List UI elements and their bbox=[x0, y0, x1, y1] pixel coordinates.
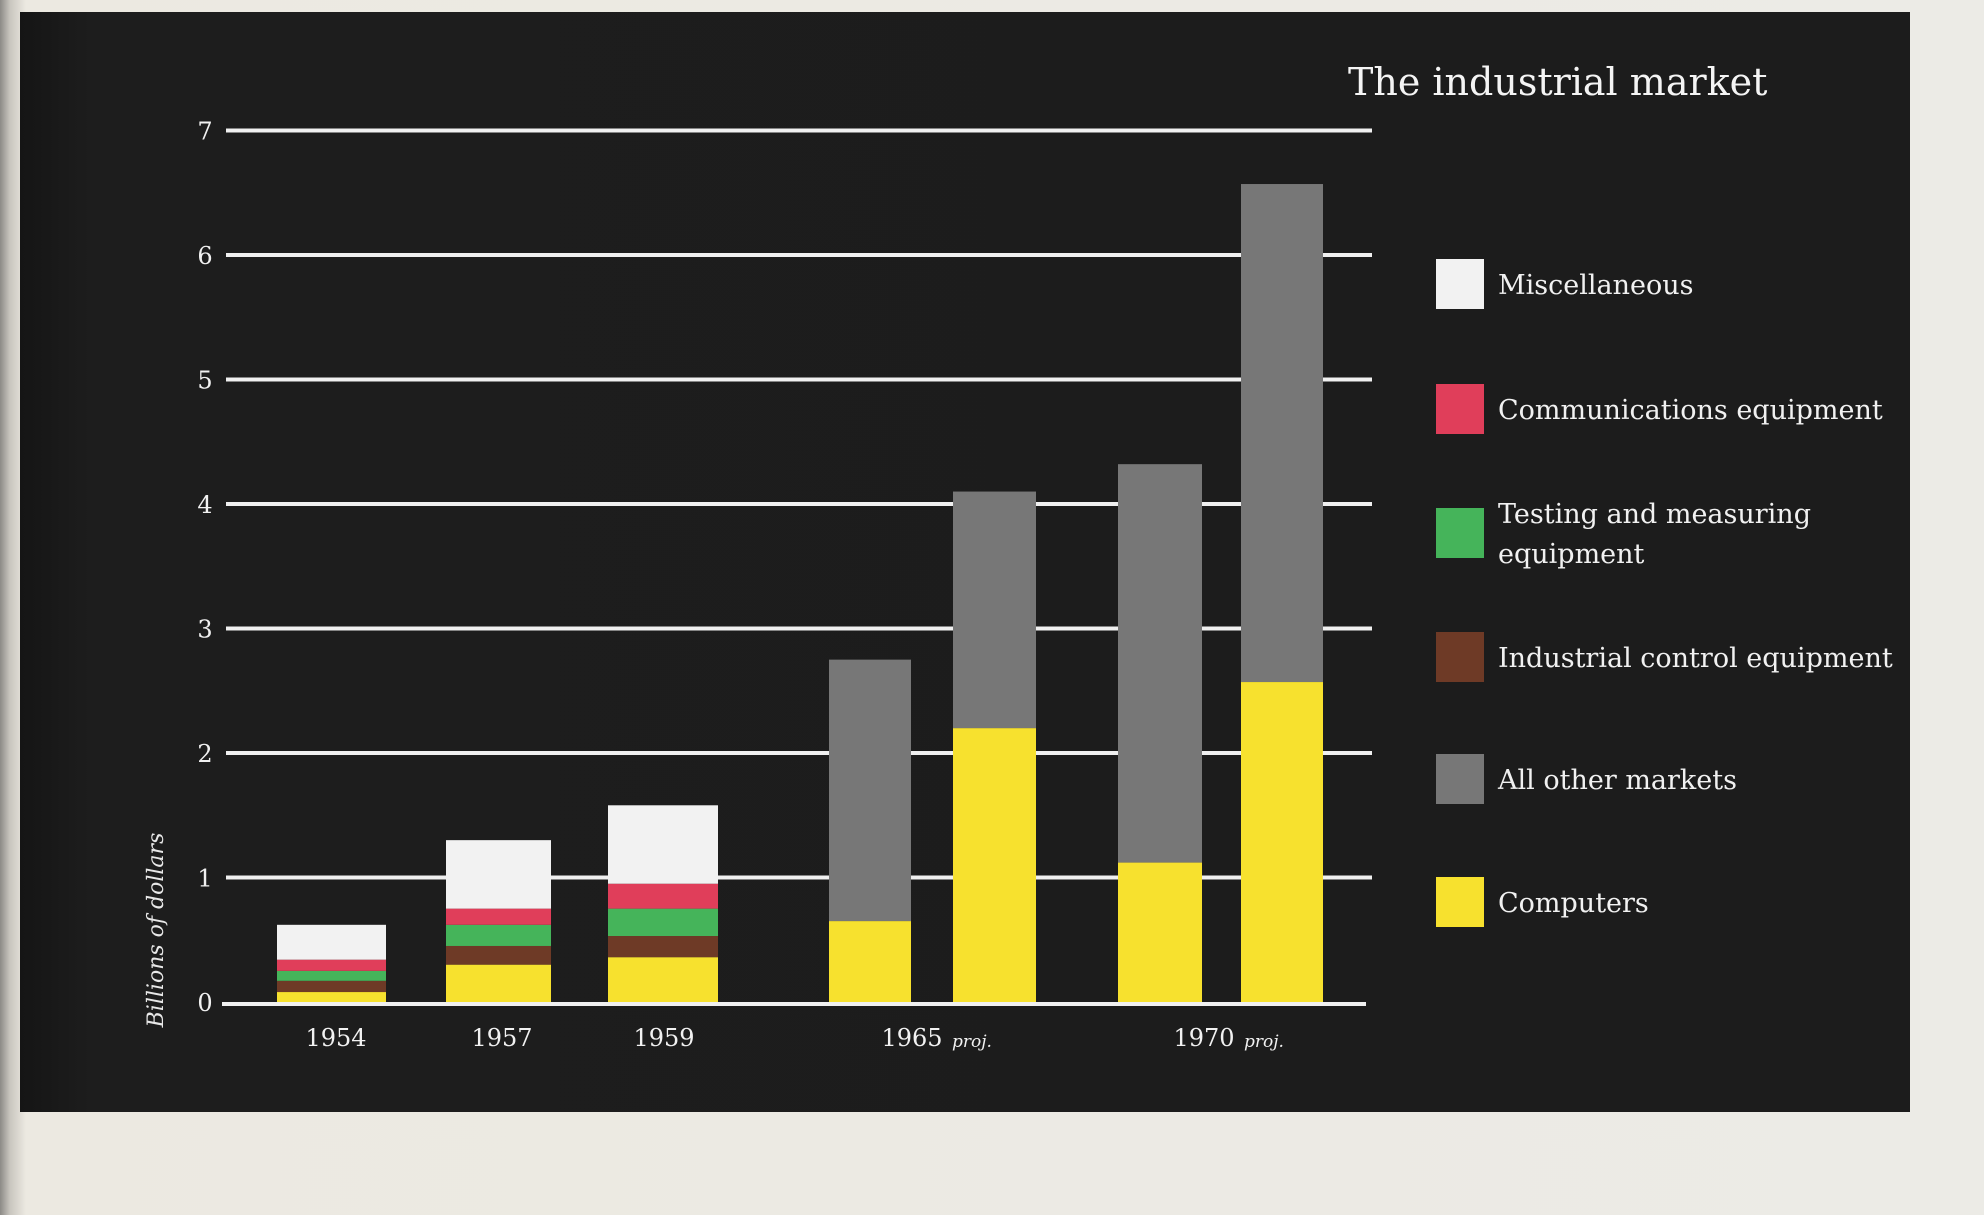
x-tick-label: 1959 bbox=[633, 1024, 694, 1052]
bar-segment-communications-equipment bbox=[277, 959, 386, 971]
bar-segment-computers bbox=[446, 964, 551, 1002]
bar-segment-communications-equipment bbox=[608, 883, 718, 909]
legend-swatch bbox=[1436, 259, 1484, 309]
legend-label: Industrial control equipment bbox=[1498, 643, 1893, 674]
legend-label: Computers bbox=[1498, 888, 1649, 919]
bar-segment-testing-and-measuring-equipment bbox=[277, 970, 386, 981]
x-tick-label: 1957 bbox=[471, 1024, 532, 1052]
legend-label: Communications equipment bbox=[1498, 395, 1883, 426]
x-tick-label: 1970 bbox=[1173, 1024, 1234, 1052]
x-tick-note: proj. bbox=[1244, 1032, 1284, 1052]
y-axis-label: Billions of dollars bbox=[144, 833, 169, 1029]
y-tick-label: 0 bbox=[197, 989, 212, 1017]
legend-swatch bbox=[1436, 508, 1484, 558]
bar-segment-computers bbox=[953, 728, 1036, 1002]
bar-segment-miscellaneous bbox=[608, 805, 718, 884]
legend-swatch bbox=[1436, 632, 1484, 682]
bar-segment-industrial-control-equipment bbox=[446, 945, 551, 965]
bar-segment-computers bbox=[829, 921, 911, 1002]
y-tick-label: 6 bbox=[197, 242, 212, 270]
y-tick-label: 2 bbox=[197, 740, 212, 768]
bar-segment-computers bbox=[608, 957, 718, 1002]
y-tick-label: 4 bbox=[197, 491, 212, 519]
x-tick-label: 1965 bbox=[881, 1024, 942, 1052]
y-tick-label: 1 bbox=[197, 865, 212, 893]
legend-label: Testing and measuring bbox=[1498, 499, 1811, 530]
bar-segment-miscellaneous bbox=[277, 924, 386, 960]
x-tick-note: proj. bbox=[952, 1032, 992, 1052]
legend-label: All other markets bbox=[1497, 765, 1737, 796]
legend-swatch bbox=[1436, 754, 1484, 804]
bar-segment-computers bbox=[277, 992, 386, 1002]
bar-segment-all-other-markets bbox=[953, 491, 1036, 729]
bar-segment-communications-equipment bbox=[446, 908, 551, 925]
bar-segment-all-other-markets bbox=[1241, 184, 1323, 683]
bar-segment-industrial-control-equipment bbox=[608, 936, 718, 958]
bar-segment-computers bbox=[1241, 682, 1323, 1002]
legend-label: Miscellaneous bbox=[1498, 270, 1693, 301]
legend-swatch bbox=[1436, 384, 1484, 434]
bar-segment-all-other-markets bbox=[1118, 464, 1202, 863]
y-tick-label: 3 bbox=[197, 616, 212, 644]
y-tick-label: 5 bbox=[197, 367, 212, 395]
bar-segment-testing-and-measuring-equipment bbox=[446, 924, 551, 946]
y-tick-label: 7 bbox=[197, 118, 212, 146]
bar-segment-all-other-markets bbox=[829, 659, 911, 922]
bar-segment-computers bbox=[1118, 862, 1202, 1002]
legend-label: equipment bbox=[1498, 539, 1645, 570]
bar-segment-miscellaneous bbox=[446, 840, 551, 909]
chart-title: The industrial market bbox=[1348, 60, 1767, 104]
legend-swatch bbox=[1436, 877, 1484, 927]
x-tick-label: 1954 bbox=[305, 1024, 366, 1052]
bar-segment-industrial-control-equipment bbox=[277, 980, 386, 993]
bar-segment-testing-and-measuring-equipment bbox=[608, 908, 718, 937]
